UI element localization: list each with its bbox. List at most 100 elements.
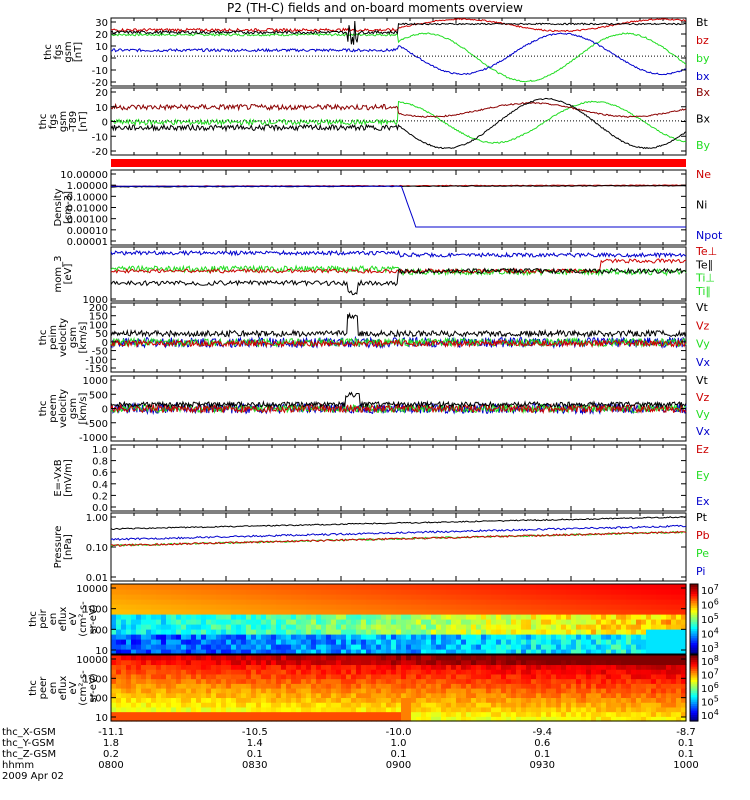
spectrogram-cell — [136, 678, 142, 684]
spectrogram-cell — [606, 655, 612, 661]
spectrogram-cell — [351, 669, 357, 675]
spectrogram-cell — [376, 609, 382, 615]
spectrogram-cell — [636, 683, 642, 689]
spectrogram-cell — [276, 629, 282, 635]
spectrogram-cell — [386, 711, 392, 717]
spectrogram-cell — [156, 716, 162, 722]
spectrogram-cell — [281, 697, 287, 703]
spectrogram-cell — [486, 589, 492, 595]
spectrogram-cell — [671, 619, 677, 625]
spectrogram-cell — [546, 711, 552, 717]
spectrogram-cell — [316, 609, 322, 615]
spectrogram-cell — [356, 589, 362, 595]
spectrogram-cell — [126, 584, 132, 590]
spectrogram-cell — [431, 697, 437, 703]
spectrogram-cell — [186, 634, 192, 640]
spectrogram-cell — [591, 629, 597, 635]
spectrogram-cell — [646, 604, 652, 610]
footer-value: -10.5 — [242, 727, 268, 738]
spectrogram-cell — [636, 673, 642, 680]
spectrogram-cell — [281, 702, 287, 708]
spectrogram-cell — [346, 594, 352, 600]
spectrogram-cell — [266, 673, 272, 680]
spectrogram-cell — [676, 688, 682, 694]
spectrogram-cell — [466, 706, 472, 713]
spectrogram-cell — [126, 594, 132, 600]
spectrogram-cell — [391, 655, 397, 661]
spectrogram-cell — [141, 639, 147, 645]
spectrogram-cell — [446, 692, 452, 699]
spectrogram-cell — [316, 711, 322, 717]
spectrogram-cell — [501, 669, 507, 675]
spectrogram-cell — [501, 589, 507, 595]
spectrogram-cell — [261, 678, 267, 684]
spectrogram-cell — [436, 629, 442, 635]
spectrogram-cell — [166, 673, 172, 680]
spectrogram-cell — [321, 609, 327, 615]
spectrogram-cell — [616, 716, 622, 722]
spectrogram-cell — [356, 697, 362, 703]
series-by-t89 — [110, 100, 687, 144]
spectrogram-cell — [421, 639, 427, 645]
spectrogram-cell — [381, 614, 387, 620]
spectrogram-cell — [301, 614, 307, 620]
spectrogram-cell — [561, 706, 567, 713]
spectrogram-cell — [566, 619, 572, 625]
spectrogram-cell — [591, 706, 597, 713]
spectrogram-cell — [206, 644, 212, 650]
spectrogram-cell — [466, 678, 472, 684]
spectrogram-cell — [116, 659, 122, 666]
spectrogram-cell — [396, 634, 402, 640]
spectrogram-cell — [506, 669, 512, 675]
spectrogram-cell — [651, 639, 657, 645]
spectrogram-cell — [201, 589, 207, 595]
spectrogram-cell — [111, 702, 117, 708]
spectrogram-cell — [676, 683, 682, 689]
legend-Vx: Vx — [696, 425, 711, 438]
spectrogram-cell — [396, 688, 402, 694]
spectrogram-cell — [436, 614, 442, 620]
spectrogram-cell — [576, 678, 582, 684]
spectrogram-cell — [591, 711, 597, 717]
spectrogram-cell — [646, 619, 652, 625]
spectrogram-cell — [431, 609, 437, 615]
spectrogram-cell — [471, 697, 477, 703]
spectrogram-cell — [501, 697, 507, 703]
spectrogram-cell — [166, 697, 172, 703]
spectrogram-cell — [121, 599, 127, 605]
spectrogram-cell — [271, 589, 277, 595]
spectrogram-cell — [461, 711, 467, 717]
spectrogram-cell — [506, 629, 512, 635]
spectrogram-cell — [441, 614, 447, 620]
spectrogram-cell — [206, 584, 212, 590]
spectrogram-cell — [666, 716, 672, 722]
spectrogram-cell — [231, 673, 237, 680]
spectrogram-cell — [416, 716, 422, 722]
spectrogram-cell — [676, 609, 682, 615]
spectrogram-cell — [441, 655, 447, 661]
spectrogram-cell — [421, 599, 427, 605]
spectrogram-cell — [136, 599, 142, 605]
spectrogram-cell — [546, 584, 552, 590]
spectrogram-cell — [331, 584, 337, 590]
spectrogram-cell — [161, 664, 167, 670]
spectrogram-cell — [611, 634, 617, 640]
spectrogram-cell — [286, 594, 292, 600]
y-tick-label: 10.00000 — [60, 170, 108, 181]
spectrogram-cell — [121, 683, 127, 689]
spectrogram-cell — [486, 688, 492, 694]
spectrogram-cell — [511, 639, 517, 645]
spectrogram-cell — [331, 678, 337, 684]
spectrogram-cell — [111, 604, 117, 610]
spectrogram-cell — [641, 589, 647, 595]
y-axis-label: mom_3 — [53, 256, 64, 293]
spectrogram-cell — [556, 619, 562, 625]
spectrogram-cell — [651, 659, 657, 666]
spectrogram-cell — [386, 609, 392, 615]
spectrogram-cell — [336, 629, 342, 635]
spectrogram-cell — [521, 711, 527, 717]
y-tick-label: 100 — [89, 625, 108, 636]
spectrogram-cell — [146, 584, 152, 590]
spectrogram-cell — [306, 673, 312, 680]
